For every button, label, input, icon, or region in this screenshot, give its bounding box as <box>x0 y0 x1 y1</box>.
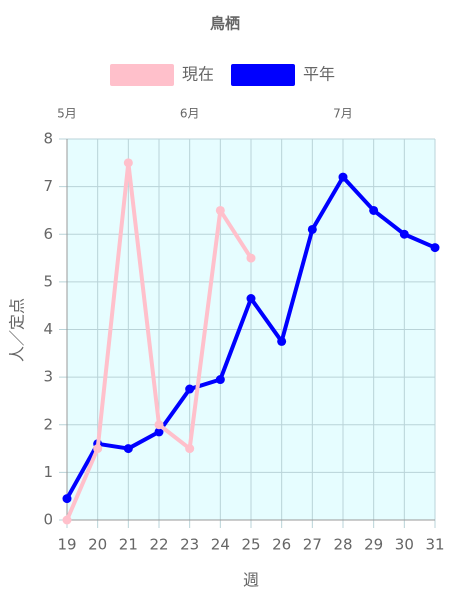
y-axis-label: 人／定点 <box>8 298 27 362</box>
y-tick-label: 7 <box>43 177 53 195</box>
point <box>215 205 225 215</box>
point <box>430 243 440 253</box>
x-tick-label: 28 <box>333 536 352 554</box>
legend-label: 平年 <box>303 65 335 84</box>
legend-swatch <box>231 64 295 86</box>
point <box>185 384 195 394</box>
point <box>154 427 164 437</box>
x-tick-label: 31 <box>425 536 444 554</box>
x-tick-label: 21 <box>119 536 138 554</box>
y-tick-label: 6 <box>43 225 53 243</box>
point <box>246 294 256 304</box>
x-tick-label: 26 <box>272 536 291 554</box>
point <box>185 444 195 454</box>
point <box>369 205 379 215</box>
legend-swatch <box>110 64 174 86</box>
y-tick-label: 0 <box>43 511 53 529</box>
point <box>399 229 409 239</box>
y-tick-label: 1 <box>43 463 53 481</box>
y-tick-label: 8 <box>43 130 53 148</box>
month-label: 6月 <box>180 107 200 121</box>
x-tick-label: 30 <box>395 536 414 554</box>
chart-title: 鳥栖 <box>210 15 240 33</box>
month-label: 5月 <box>57 107 77 121</box>
y-tick-label: 2 <box>43 415 53 433</box>
point <box>123 444 133 454</box>
x-tick-label: 19 <box>57 536 76 554</box>
point <box>277 336 287 346</box>
legend-label: 現在 <box>182 65 214 84</box>
x-tick-label: 25 <box>241 536 260 554</box>
x-axis-label: 週 <box>243 571 259 590</box>
point <box>62 515 72 525</box>
point <box>215 375 225 385</box>
x-tick-label: 22 <box>149 536 168 554</box>
y-tick-label: 5 <box>43 272 53 290</box>
point <box>62 494 72 504</box>
point <box>93 444 103 454</box>
x-tick-label: 27 <box>303 536 322 554</box>
x-tick-label: 24 <box>211 536 230 554</box>
point <box>123 158 133 168</box>
point <box>246 253 256 263</box>
x-tick-label: 29 <box>364 536 383 554</box>
point <box>338 172 348 182</box>
point <box>307 224 317 234</box>
month-label: 7月 <box>333 107 353 121</box>
point <box>154 420 164 430</box>
x-tick-label: 20 <box>88 536 107 554</box>
y-tick-label: 3 <box>43 368 53 386</box>
y-tick-label: 4 <box>43 320 53 338</box>
x-tick-label: 23 <box>180 536 199 554</box>
